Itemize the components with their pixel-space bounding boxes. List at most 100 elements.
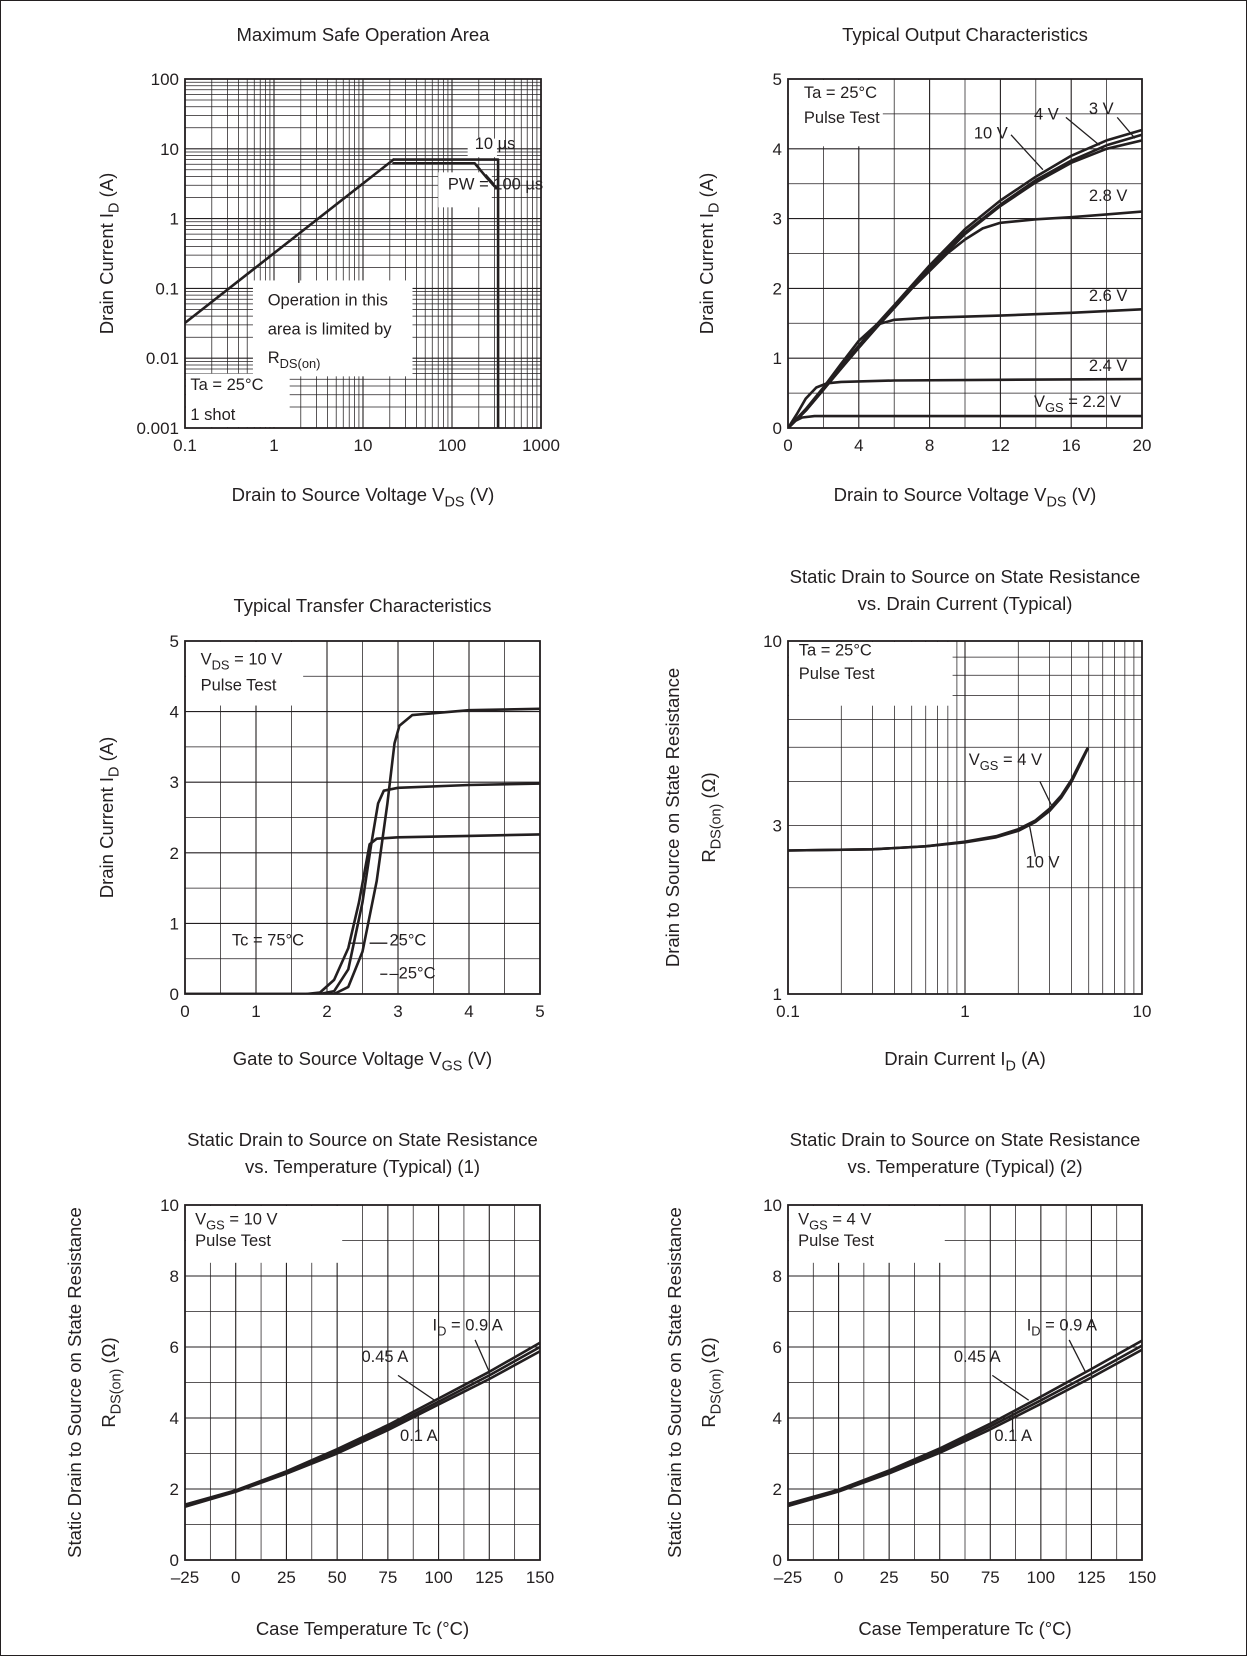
annotation-label: VGS = 4 V: [969, 751, 1042, 773]
x-tick-label: 150: [526, 1568, 554, 1587]
x-tick-label: 75: [378, 1568, 397, 1587]
x-tick-label: 25: [880, 1568, 899, 1587]
leader-line: [474, 1339, 490, 1373]
annotation-label: VDS = 10 V: [201, 650, 283, 672]
series-line: [788, 748, 1089, 852]
y-tick-label: 10: [160, 140, 179, 159]
chart-transfer: Typical Transfer Characteristics 0 1 2 3 4 5 0 1…: [96, 595, 545, 1075]
annotation-label: 3 V: [1089, 100, 1114, 118]
leader-line: [485, 173, 495, 185]
plot-area-border: [787, 1204, 1143, 1561]
leader-line: [1065, 116, 1100, 146]
y-axis-label: Drain to Source on State Resistance: [662, 668, 683, 967]
x-tick-label: 5: [535, 1002, 544, 1021]
y-axis-label-symbol: RDS(on) (Ω): [698, 1337, 725, 1427]
series-group: [788, 128, 1142, 428]
x-tick-label: –25: [171, 1568, 199, 1587]
chart-title: vs. Temperature (Typical) (2): [847, 1156, 1082, 1177]
annotation-label: 1 shot: [190, 406, 235, 424]
annotation-label: Pulse Test: [799, 665, 875, 683]
y-axis-label: Drain Current ID (A): [696, 173, 723, 335]
annotation-backdrop: [789, 80, 883, 147]
annotation-label: Ta = 25°C: [804, 84, 877, 102]
x-tick-label: 10: [354, 436, 373, 455]
y-tick-label: 5: [773, 70, 782, 89]
x-tick-label: 125: [1077, 1568, 1105, 1587]
x-tick-label: 0: [231, 1568, 240, 1587]
y-axis-label: Drain Current ID (A): [96, 173, 123, 335]
series-line: [788, 1348, 1142, 1508]
annotation-backdrop: [186, 1206, 343, 1263]
leader-line: [991, 1374, 1030, 1401]
y-tick-label: 0: [773, 419, 782, 438]
x-tick-label: 75: [981, 1568, 1000, 1587]
x-tick-label: 125: [475, 1568, 503, 1587]
y-tick-label: 10: [160, 1196, 179, 1215]
series-group: [185, 158, 500, 428]
chart-rds_id: Static Drain to Source on State Resistan…: [662, 566, 1151, 1075]
x-tick-label: 50: [328, 1568, 347, 1587]
x-tick-label: –25: [774, 1568, 802, 1587]
chart-title: vs. Drain Current (Typical): [858, 593, 1073, 614]
y-tick-label: 2: [170, 844, 179, 863]
plot-area-border: [184, 640, 541, 995]
x-tick-label: 25: [277, 1568, 296, 1587]
series-line: [788, 377, 1142, 428]
y-tick-label: 2: [170, 1480, 179, 1499]
annotation-label: VGS = 10 V: [195, 1211, 277, 1233]
x-tick-label: 4: [464, 1002, 473, 1021]
x-tick-label: 1: [251, 1002, 260, 1021]
plot-area-border: [184, 1204, 541, 1561]
x-tick-label: 20: [1133, 436, 1152, 455]
y-tick-label: 6: [170, 1338, 179, 1357]
x-tick-label: 1000: [522, 436, 560, 455]
x-tick-label: 10: [1133, 1002, 1152, 1021]
leader-line: [1116, 116, 1136, 139]
annotation-label: 2.6 V: [1089, 287, 1128, 305]
annotation-label: RDS(on): [268, 349, 321, 371]
y-axis-label: Drain Current ID (A): [96, 737, 123, 899]
y-tick-label: 3: [773, 210, 782, 229]
series-line: [788, 210, 1142, 428]
y-tick-label: 1: [773, 985, 782, 1004]
plot-area-border: [787, 640, 1143, 995]
y-tick-label: 0.01: [146, 349, 179, 368]
y-axis-label: Static Drain to Source on State Resistan…: [64, 1207, 85, 1558]
y-tick-label: 3: [170, 773, 179, 792]
chart-rds_t1: Static Drain to Source on State Resistan…: [64, 1129, 554, 1639]
x-axis-label: Gate to Source Voltage VGS (V): [233, 1048, 492, 1075]
annotation-label: Pulse Test: [798, 1232, 874, 1250]
y-tick-label: 4: [170, 1409, 179, 1428]
annotation-backdrop: [789, 1206, 945, 1263]
leader-line: [1010, 134, 1044, 171]
annotation-label: area is limited by: [268, 320, 393, 338]
series-line: [392, 158, 500, 428]
x-tick-label: 4: [854, 436, 863, 455]
x-tick-label: 0.1: [173, 436, 197, 455]
annotation-label: 10 µs: [475, 135, 516, 153]
annotation-backdrop: [186, 373, 290, 427]
annotation-label: VGS = 4 V: [798, 1211, 871, 1233]
series-line: [788, 414, 1142, 428]
annotation-label: 10 V: [1026, 854, 1060, 872]
x-tick-label: 8: [925, 436, 934, 455]
y-tick-label: 4: [170, 703, 179, 722]
chart-title: Typical Output Characteristics: [842, 24, 1088, 45]
annotation-label: 0.45 A: [361, 1348, 408, 1366]
annotation-backdrop: [789, 642, 953, 706]
annotation-label: 10 V: [974, 124, 1008, 142]
y-tick-label: 3: [773, 817, 782, 836]
annotation-label: Ta = 25°C: [799, 641, 872, 659]
y-tick-label: 0: [170, 985, 179, 1004]
annotation-label: ID = 0.9 A: [432, 1316, 502, 1338]
x-tick-label: 150: [1128, 1568, 1156, 1587]
y-tick-label: 1: [170, 914, 179, 933]
series-line: [392, 162, 500, 190]
chart-title: Maximum Safe Operation Area: [237, 24, 491, 45]
y-tick-label: 10: [763, 632, 782, 651]
y-tick-label: 0: [773, 1551, 782, 1570]
x-tick-label: 12: [991, 436, 1010, 455]
y-axis-label-symbol: RDS(on) (Ω): [98, 1337, 125, 1427]
y-tick-label: 1: [170, 210, 179, 229]
y-tick-label: 4: [773, 1409, 782, 1428]
